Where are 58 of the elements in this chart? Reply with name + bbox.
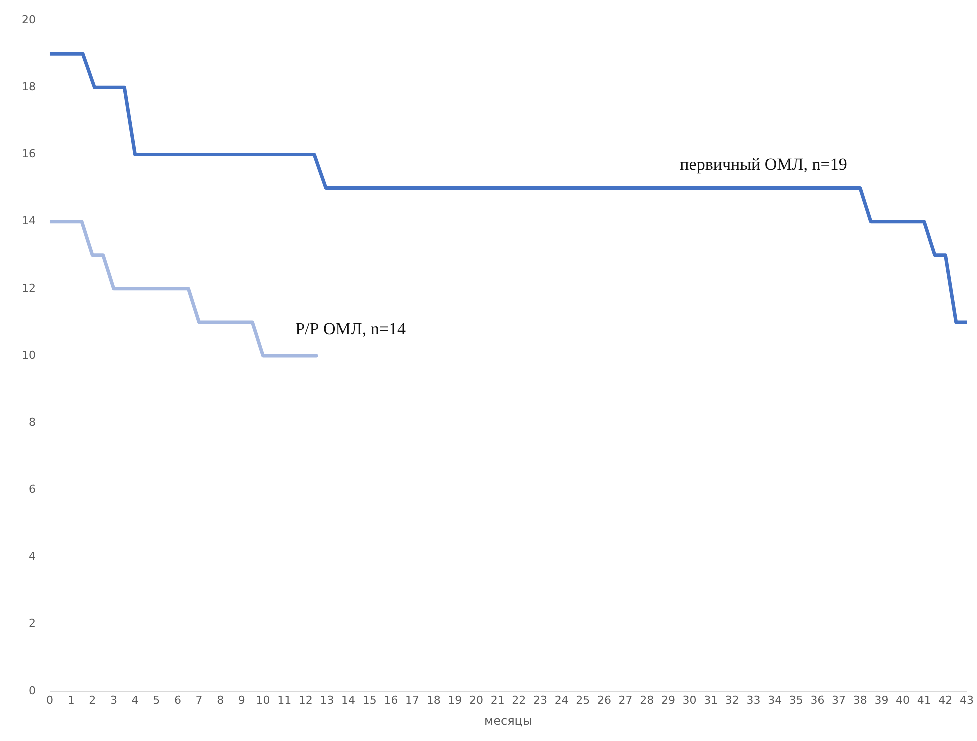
x-tick-label: 19 [448,694,462,707]
y-tick-label: 10 [22,348,36,362]
x-tick-label: 22 [512,694,526,707]
y-tick-label: 14 [22,214,36,228]
x-tick-label: 5 [153,694,160,707]
x-tick-label: 37 [832,694,846,707]
x-tick-label: 21 [490,694,505,707]
x-tick-label: 25 [576,694,590,707]
x-tick-label: 31 [704,694,718,707]
x-tick-label: 8 [217,694,224,707]
x-tick-label: 35 [789,694,804,707]
x-tick-label: 4 [132,694,139,707]
x-tick-label: 42 [938,694,953,707]
x-tick-label: 36 [810,694,825,707]
x-tick-label: 38 [853,694,868,707]
y-tick-label: 6 [28,483,36,496]
x-tick-label: 26 [597,694,612,707]
y-tick-label: 2 [28,617,36,630]
x-tick-label: 28 [640,694,654,707]
x-tick-label: 2 [89,694,96,707]
x-tick-label: 13 [320,694,334,707]
y-tick-label: 12 [22,282,36,295]
x-tick-label: 33 [746,694,761,707]
x-tick-label: 15 [362,694,377,707]
x-tick-label: 16 [384,694,398,707]
y-tick-label: 0 [28,684,36,698]
x-tick-label: 39 [874,694,889,707]
x-tick-label: 40 [896,694,910,707]
x-tick-label: 1 [68,694,75,707]
x-tick-label: 17 [406,694,420,707]
x-tick-label: 11 [278,694,292,707]
y-tick-label: 4 [28,550,36,564]
x-tick-label: 18 [426,694,441,707]
y-tick-label: 16 [22,148,36,161]
x-tick-label: 41 [917,694,932,707]
x-tick-label: 7 [196,694,203,707]
y-tick-label: 20 [22,13,36,26]
x-tick-label: 32 [725,694,740,707]
x-tick-label: 43 [960,694,974,707]
x-tick-label: 24 [554,694,569,707]
x-tick-label: 34 [768,694,782,707]
x-tick-label: 3 [110,694,118,707]
x-tick-label: 6 [174,694,182,707]
x-tick-label: 14 [342,694,356,707]
x-axis-title: месяцы [484,714,532,728]
x-tick-label: 27 [618,694,633,707]
x-tick-label: 20 [470,694,484,707]
series-label: Р/Р ОМЛ, n=14 [296,319,406,338]
x-tick-label: 29 [661,694,676,707]
x-tick-label: 9 [238,694,246,707]
y-tick-label: 8 [28,416,36,429]
y-tick-label: 18 [22,80,36,94]
x-tick-label: 0 [46,694,54,707]
x-tick-label: 23 [533,694,548,707]
x-tick-label: 10 [256,694,270,707]
series-label: первичный ОМЛ, n=19 [680,154,848,174]
x-tick-label: 30 [682,694,697,707]
x-tick-label: 12 [298,694,313,707]
